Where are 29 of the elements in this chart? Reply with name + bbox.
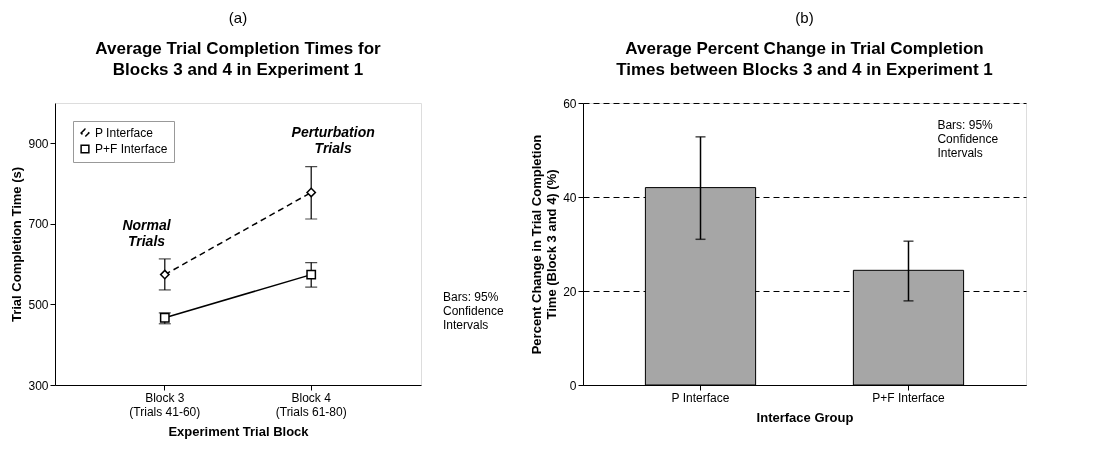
x-tick-label: P Interface [671,390,730,405]
y-tick-label: 300 [28,378,49,393]
legend-label: P Interface [95,126,154,140]
x-axis-title: Interface Group [756,409,854,425]
y-axis-title: Percent Change in Trial Completion Time (Block 3 and 4) (%) [529,134,560,355]
x-axis-title: Experiment Trial Block [168,423,310,439]
y-tick-label: 500 [28,297,49,312]
y-tick-label: 700 [28,217,49,232]
legend-label: P+F Interface [95,142,168,156]
point [306,269,317,280]
chart-title: Average Trial Completion Times for Blocks 3 and 4 in Experiment 1 [95,39,382,79]
chart-title: Average Percent Change in Trial Completion Times between Blocks 3 and 4 in Experiment 1 [616,39,993,79]
y-tick-label: 900 [28,136,49,151]
annotation: Perturbation Trials [291,123,375,156]
annotation: Bars: 95% Confidence Intervals [937,117,999,160]
point [306,187,317,198]
text: (b) [795,9,814,26]
x-tick-label: Block 3 (Trials 41-60) [129,390,201,419]
x-tick-label: Block 4 (Trials 61-80) [275,390,347,419]
x-tick-label: P+F Interface [872,390,945,405]
y-tick-label: 0 [569,378,577,393]
point [159,269,170,280]
y-tick-label: 40 [563,190,577,205]
annotation: Normal Trials [122,216,172,249]
y-tick-label: 20 [563,284,577,299]
y-axis-title: Trial Completion Time (s) [9,166,25,323]
text: (a) [228,9,248,26]
y-tick-label: 60 [563,96,577,111]
text: Bars: 95% Confidence Intervals [442,289,504,332]
